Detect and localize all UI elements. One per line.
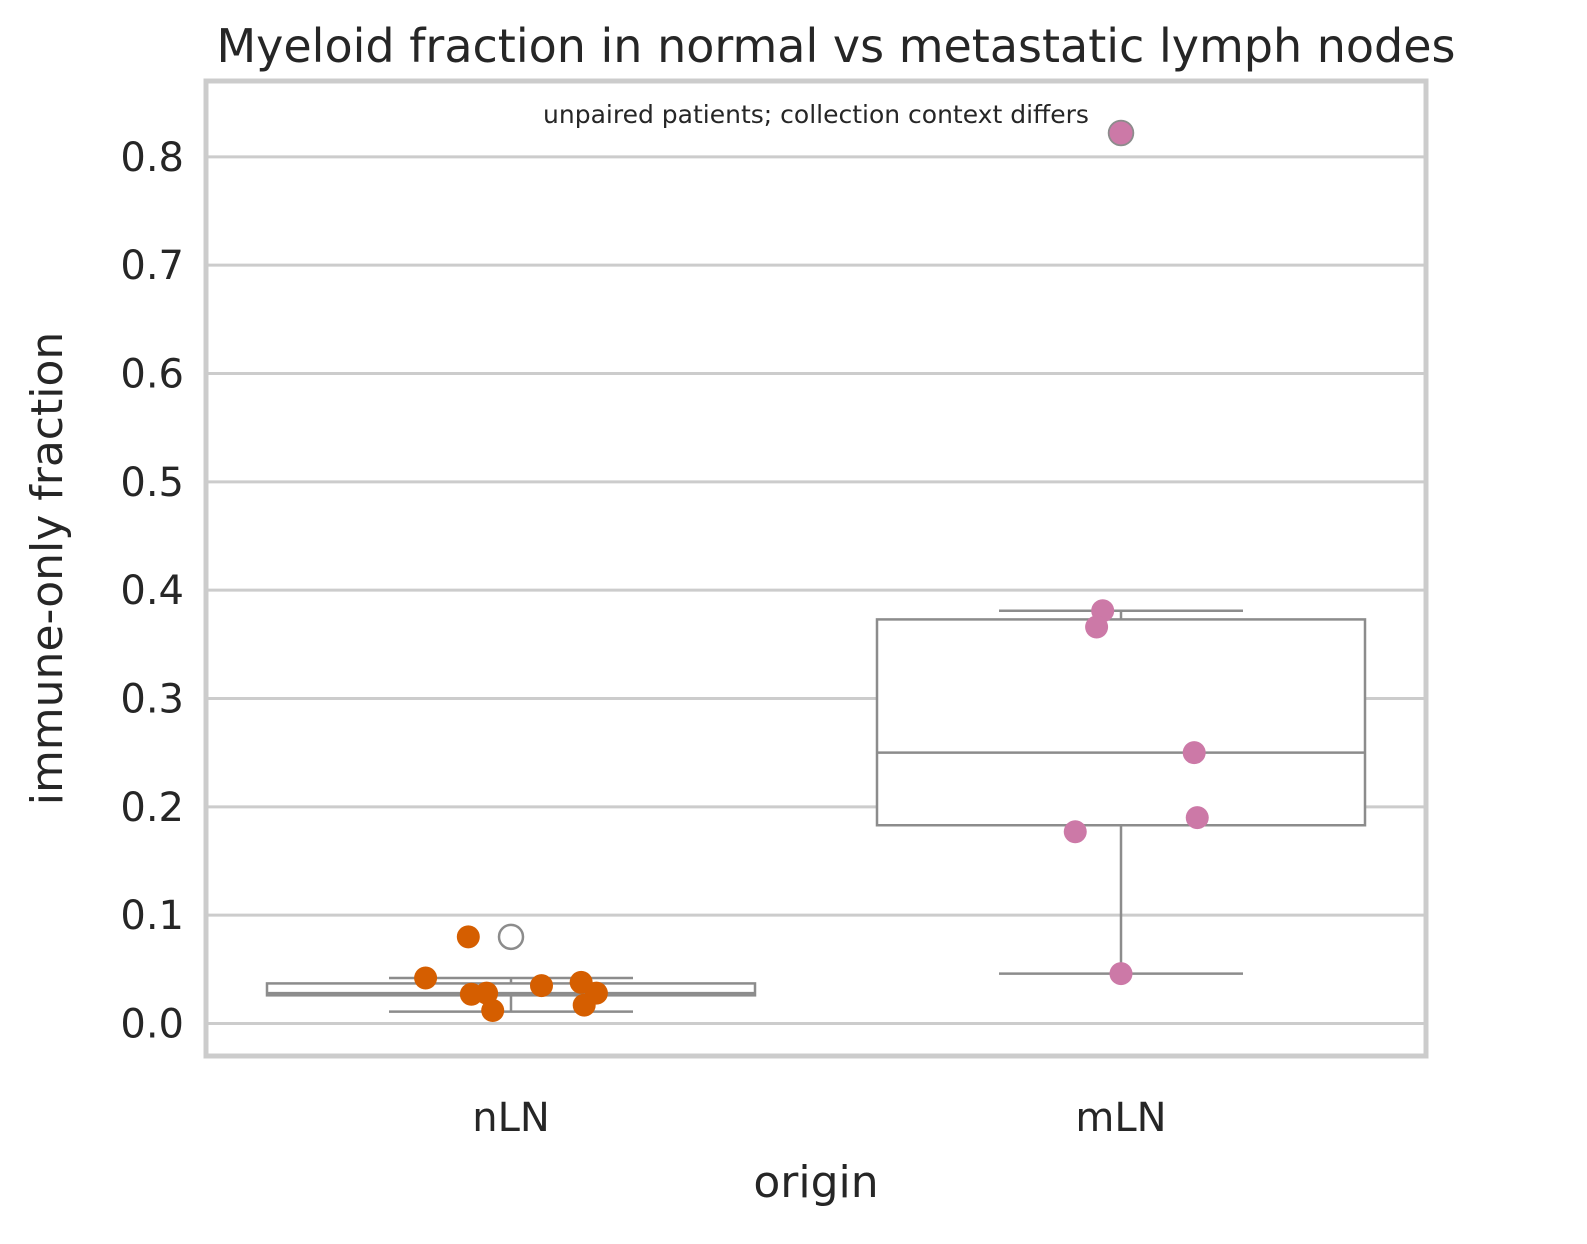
- x-tick-label: nLN: [472, 1095, 550, 1141]
- plot-frame: [203, 78, 1429, 1059]
- data-point-nLN: [481, 999, 505, 1022]
- x-tick-label: mLN: [1075, 1095, 1166, 1141]
- box-nLN: [265, 923, 757, 1013]
- y-tick-label: 0.5: [120, 460, 184, 506]
- chart-title: Myeloid fraction in normal vs metastatic…: [216, 19, 1455, 73]
- box-iqr: [265, 982, 757, 997]
- y-axis-label: immune-only fraction: [22, 332, 73, 806]
- outlier-marker: [497, 923, 525, 951]
- y-tick-label: 0.0: [120, 1002, 184, 1048]
- x-axis-label: origin: [753, 1157, 878, 1208]
- x-tick-labels: nLN mLN: [472, 1095, 1166, 1141]
- y-tick-labels: 0.0 0.1 0.2 0.3 0.4 0.5 0.6 0.7 0.8: [120, 135, 184, 1048]
- data-point-mLN: [1109, 962, 1133, 986]
- y-tick-label: 0.7: [120, 243, 184, 289]
- data-point-mLN: [1109, 121, 1133, 145]
- box-plots: [265, 119, 1367, 1013]
- box-iqr: [875, 618, 1367, 827]
- data-point-mLN: [1185, 806, 1209, 830]
- data-point-nLN: [456, 925, 480, 949]
- data-point-nLN: [572, 993, 596, 1017]
- data-point-mLN: [1085, 615, 1109, 639]
- data-point-nLN: [475, 981, 499, 1005]
- data-point-mLN: [1063, 820, 1087, 844]
- y-tick-label: 0.8: [120, 135, 184, 181]
- y-tick-label: 0.2: [120, 785, 184, 831]
- box-mLN: [875, 119, 1367, 975]
- outlier-marker: [1107, 119, 1135, 147]
- data-point-nLN: [530, 974, 553, 998]
- data-point-nLN: [414, 966, 438, 990]
- data-point-mLN: [1182, 741, 1206, 765]
- y-tick-label: 0.6: [120, 352, 184, 398]
- grid-lines: [206, 155, 1426, 1025]
- data-points: [414, 121, 1209, 1022]
- chart-annotation: unpaired patients; collection context di…: [543, 100, 1089, 129]
- y-tick-label: 0.1: [120, 893, 184, 939]
- y-tick-label: 0.4: [120, 568, 184, 614]
- y-tick-label: 0.3: [120, 677, 184, 723]
